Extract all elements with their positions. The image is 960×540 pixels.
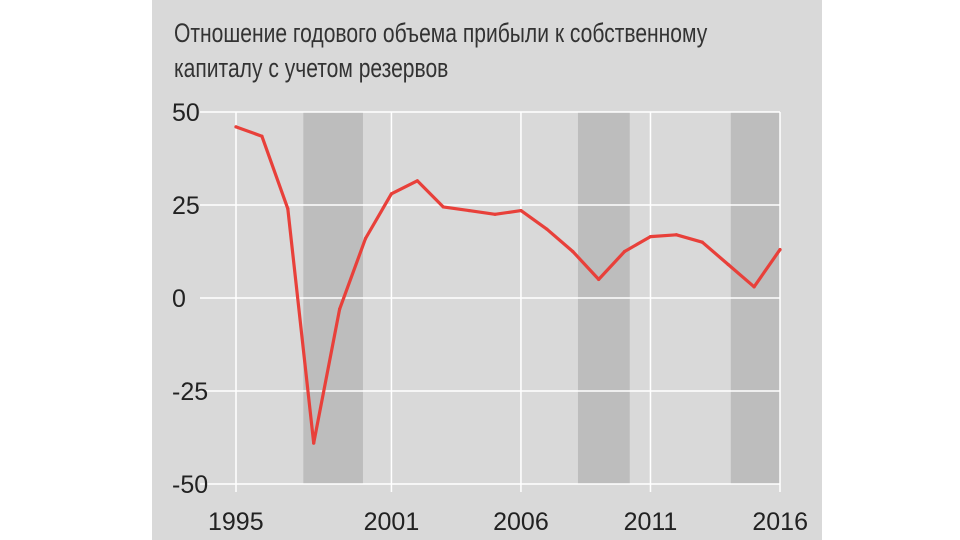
data-point <box>726 262 730 267</box>
data-point <box>648 235 653 239</box>
data-point <box>545 227 549 231</box>
data-point <box>363 236 368 241</box>
x-tick-label: 1995 <box>208 508 264 536</box>
x-tick-label: 2016 <box>752 508 808 536</box>
data-point <box>338 307 342 311</box>
data-point <box>493 212 497 216</box>
y-axis-ticks: 50 25 0 -25 -50 <box>172 99 208 499</box>
grid-lines <box>200 111 781 492</box>
y-tick-label: -50 <box>172 471 208 499</box>
y-tick-label: 25 <box>172 192 200 220</box>
y-tick-label: -25 <box>172 378 208 406</box>
data-point <box>234 125 238 129</box>
data-point <box>389 192 394 196</box>
data-point <box>312 441 316 445</box>
data-point <box>700 240 704 244</box>
chart-title: Отношение годового объема прибыли к собс… <box>174 16 708 86</box>
data-point <box>597 277 601 281</box>
x-tick-label: 2001 <box>364 508 420 536</box>
series-line <box>234 125 782 445</box>
data-point <box>467 208 471 213</box>
y-tick-label: 50 <box>172 99 200 127</box>
chart-title-line-1: Отношение годового объема прибыли к собс… <box>174 18 708 48</box>
data-point <box>286 207 290 211</box>
data-point <box>519 208 523 213</box>
x-tick-label: 2011 <box>624 508 678 536</box>
data-point <box>571 249 575 254</box>
x-axis-ticks: 1995 2001 2006 2011 2016 <box>208 508 808 536</box>
data-point <box>674 233 678 237</box>
data-point <box>622 249 627 254</box>
data-point <box>778 248 782 252</box>
x-tick-label: 2006 <box>493 508 549 536</box>
data-point <box>441 205 445 209</box>
y-tick-label: 0 <box>172 285 186 313</box>
data-point <box>415 179 419 183</box>
data-point <box>260 134 264 138</box>
data-point <box>752 285 756 289</box>
data-series <box>234 125 782 445</box>
chart-panel <box>152 0 822 540</box>
chart-title-line-2: капиталу с учетом резервов <box>174 53 449 83</box>
